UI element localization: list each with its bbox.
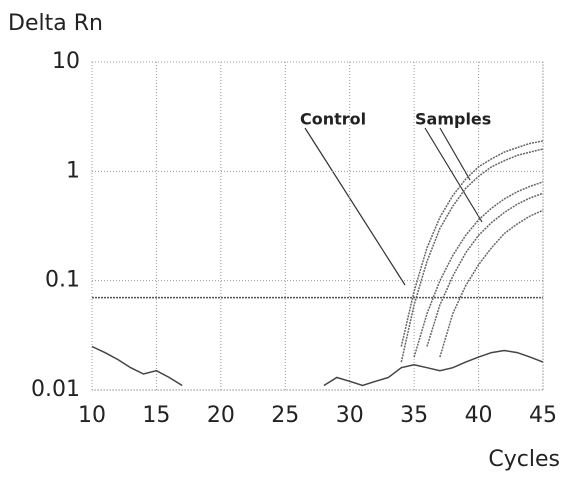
series-line — [400, 140, 544, 347]
leader-line — [304, 127, 406, 286]
x-tick-label: 20 — [207, 403, 235, 428]
x-tick-label: 10 — [78, 403, 106, 428]
leader-lines — [304, 127, 483, 286]
leader-line — [424, 127, 483, 223]
x-tick-label: 25 — [271, 403, 299, 428]
y-tick-label: 1 — [66, 158, 80, 183]
y-tick-label: 0.01 — [31, 377, 80, 402]
x-tick-label: 30 — [336, 403, 364, 428]
x-tick-label: 15 — [142, 403, 170, 428]
y-axis-label: Delta Rn — [8, 11, 103, 36]
series-line — [400, 148, 544, 363]
series-line — [439, 209, 544, 358]
series-line — [426, 192, 544, 347]
x-tick-label: 35 — [400, 403, 428, 428]
x-tick-label: 40 — [465, 403, 493, 428]
annotation: Samples — [415, 110, 491, 129]
series-line — [91, 345, 544, 387]
x-axis-label: Cycles — [488, 447, 560, 472]
y-tick-label: 0.1 — [45, 268, 80, 293]
leader-line — [439, 127, 471, 181]
series-line — [413, 181, 544, 358]
y-tick-label: 10 — [52, 49, 80, 74]
annotation: Control — [300, 110, 366, 129]
x-tick-label: 45 — [529, 403, 557, 428]
